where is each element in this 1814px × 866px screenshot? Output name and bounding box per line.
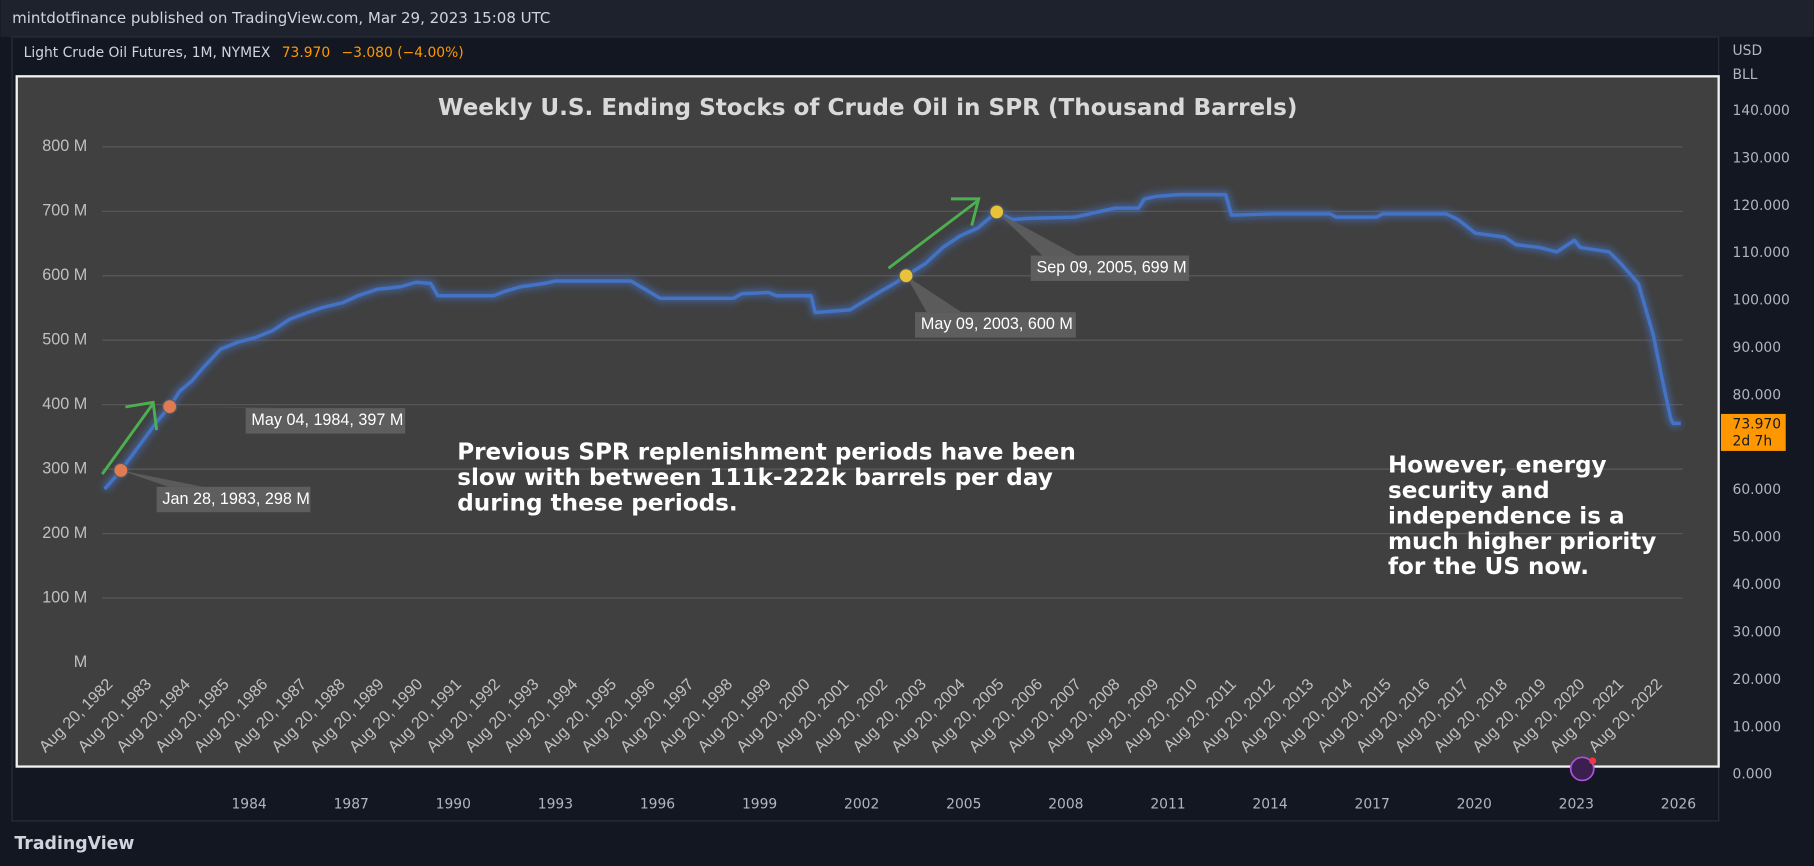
price-label: 50.000 (1733, 530, 1782, 546)
time-label: 2023 (1559, 797, 1594, 813)
y-tick-label: 400 M (42, 395, 87, 413)
event-icon[interactable] (1569, 756, 1595, 782)
brand-logo: TradingView (14, 834, 134, 854)
y-tick-label: 800 M (42, 137, 87, 155)
event-dot (1589, 757, 1597, 765)
price-label: 10.000 (1733, 719, 1782, 735)
currency: USD (1733, 43, 1763, 59)
callout-box (156, 486, 311, 513)
time-label: 2020 (1457, 797, 1492, 813)
arrow (887, 198, 980, 270)
note-line: However, energy (1388, 452, 1607, 478)
time-label: 1993 (538, 797, 573, 813)
time-label: 1996 (640, 797, 675, 813)
callout-label: May 04, 1984, 397 M (251, 411, 403, 429)
price-label: 110.000 (1733, 245, 1790, 261)
time-label: 2005 (946, 797, 981, 813)
annotation-point (989, 204, 1005, 220)
time-label: 1990 (436, 797, 471, 813)
annotation-point (162, 399, 178, 415)
price-badge (1720, 413, 1786, 451)
callout-label: May 09, 2003, 600 M (921, 315, 1073, 333)
chart-title: Weekly U.S. Ending Stocks of Crude Oil i… (438, 95, 1297, 121)
y-tick-label: 200 M (42, 524, 87, 542)
annotation-point (898, 268, 914, 284)
callout-pointer (120, 470, 203, 487)
note-line: for the US now. (1388, 554, 1589, 580)
note-line: slow with between 111k-222k barrels per … (457, 465, 1053, 491)
time-label: 2008 (1048, 797, 1083, 813)
brand: TradingView (14, 834, 134, 854)
price-label: 100.000 (1733, 293, 1790, 309)
price-label: 30.000 (1733, 624, 1782, 640)
callout-label: Sep 09, 2005, 699 M (1036, 259, 1186, 277)
symbol-line: Light Crude Oil Futures, 1M, NYMEX 73.97… (24, 45, 464, 61)
arrows (101, 197, 981, 475)
time-label: 1987 (334, 797, 369, 813)
note-line: much higher priority (1388, 529, 1656, 555)
y-tick-label: 100 M (42, 588, 87, 606)
time-label: 1999 (742, 797, 777, 813)
time-label: 2014 (1252, 797, 1287, 813)
time-label: 2017 (1355, 797, 1390, 813)
price-label: 20.000 (1733, 672, 1782, 688)
price-label: 120.000 (1733, 198, 1790, 214)
unit: BLL (1733, 67, 1758, 83)
price-label: 80.000 (1733, 387, 1782, 403)
price-badge-value: 73.970 (1733, 416, 1782, 432)
time-label: 1984 (231, 797, 266, 813)
arrow-head (950, 197, 981, 226)
price-badge-time: 2d 7h (1733, 434, 1773, 450)
arrow-head (125, 400, 159, 431)
callout-box (915, 312, 1076, 338)
time-label: 2011 (1150, 797, 1185, 813)
time-label: 2002 (844, 797, 879, 813)
y-tick-label: 300 M (42, 459, 87, 477)
price-label: 90.000 (1733, 340, 1782, 356)
callout-box (245, 408, 406, 434)
price-label: 40.000 (1733, 577, 1782, 593)
price-label: 60.000 (1733, 482, 1782, 498)
last-price: 73.970 (282, 45, 331, 61)
callout-pointer (906, 275, 962, 313)
price-change: −3.080 (−4.00%) (342, 45, 464, 61)
price-label: 0.000 (1733, 767, 1773, 783)
price-label: 140.000 (1733, 103, 1790, 119)
note-line: Previous SPR replenishment periods have … (457, 440, 1076, 466)
tradingview-axes: 140.000 130.000 120.000 110.000 100.000 90.00… (231, 103, 1789, 813)
publisher: mintdotfinance published on TradingView.… (12, 9, 550, 27)
annotation-point (113, 462, 129, 478)
time-label: 2026 (1661, 797, 1696, 813)
line (103, 192, 1681, 491)
callout-label: Jan 28, 1983, 298 M (162, 490, 309, 508)
note-line: independence is a (1388, 503, 1625, 529)
header-bar (0, 0, 1814, 37)
note-line: during these periods. (457, 491, 737, 517)
y-tick-label: 700 M (42, 202, 87, 220)
note-line: security and (1388, 478, 1550, 504)
y-tick-label: 600 M (42, 266, 87, 284)
price-label: 130.000 (1733, 150, 1790, 166)
arrow (101, 402, 155, 475)
symbol: Light Crude Oil Futures, 1M, NYMEX (24, 45, 271, 61)
y-tick-label: M (74, 653, 87, 671)
callout-box (1030, 255, 1190, 281)
y-tick-label: 500 M (42, 330, 87, 348)
